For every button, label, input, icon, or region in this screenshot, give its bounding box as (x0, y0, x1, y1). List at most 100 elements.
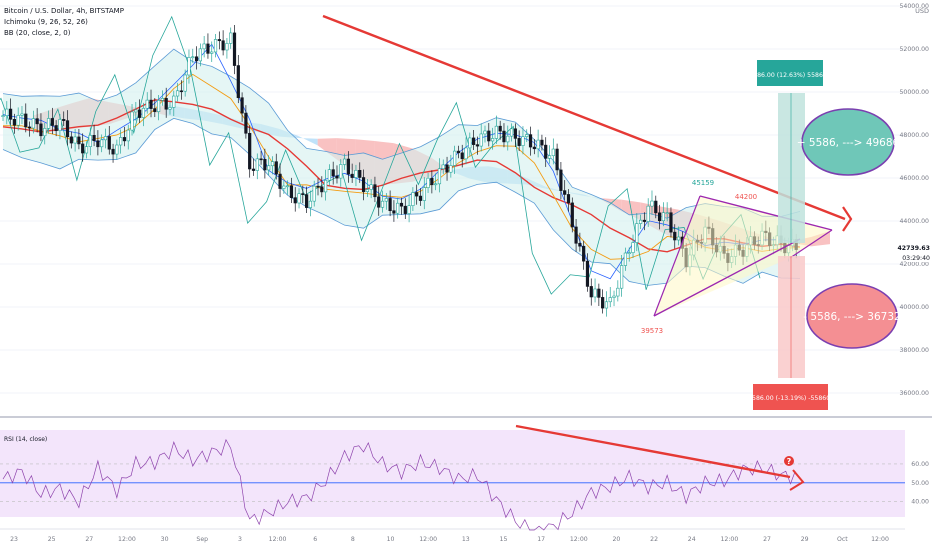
time-tick: 12:00 (118, 536, 136, 543)
candle-body (316, 185, 320, 188)
candle-body (5, 108, 9, 116)
price-tick: 46000.00 (899, 175, 929, 182)
candle-body (35, 118, 39, 125)
candle-body (464, 147, 468, 160)
candle-body (418, 195, 423, 201)
candle-body (263, 159, 267, 171)
rsi-trendline-arrow (789, 469, 805, 491)
time-tick: 12:00 (419, 536, 437, 543)
price-grid (0, 5, 905, 394)
candle-body (479, 133, 483, 147)
candle-body (627, 252, 631, 254)
candles (1, 24, 798, 317)
time-tick: 12:00 (269, 536, 287, 543)
candle-body (468, 137, 472, 149)
time-tick: 3 (238, 536, 242, 543)
candle-body (509, 128, 514, 137)
candle-body (225, 43, 229, 51)
candle-body (81, 143, 85, 154)
candle-body (601, 297, 605, 309)
price-tick: 38000.00 (899, 347, 929, 354)
candle-body (498, 125, 502, 132)
rsi-band (0, 430, 905, 517)
candle-body (282, 185, 286, 189)
candle-body (434, 183, 438, 186)
bull-target-ellipse[interactable] (801, 108, 895, 176)
time-tick: Sep (196, 536, 208, 543)
rsi-tick: 40.00 (911, 499, 929, 506)
candle-body (183, 74, 187, 92)
candle-body (346, 158, 350, 175)
candle-body (365, 189, 369, 192)
high2-label: 44200 (735, 193, 757, 201)
candle-body (255, 158, 259, 171)
candle-body (39, 123, 43, 137)
candle-body (612, 295, 616, 298)
trendline-arrow (842, 206, 853, 232)
candle-body (354, 169, 358, 178)
candle-body (551, 148, 555, 157)
candle-body (578, 242, 582, 247)
rsi-label: RSI (14, close) (4, 436, 47, 443)
candle-body (532, 146, 536, 150)
price-tick: 40000.00 (899, 304, 929, 311)
time-tick: 8 (351, 536, 355, 543)
candle-body (96, 140, 100, 148)
long-position-label-box[interactable] (757, 60, 823, 86)
question-marker (784, 456, 794, 466)
candle-body (50, 118, 54, 126)
candle-body (187, 57, 191, 76)
time-axis: 23 25 27 12:00 30 Sep 3 12:00 6 8 10 12:00 13 15 17 12:… (10, 536, 889, 543)
candle-body (164, 98, 168, 110)
candle-body (623, 252, 628, 266)
candle-body (369, 184, 373, 190)
candle-body (244, 112, 248, 134)
candle-body (213, 39, 218, 53)
candle-body (221, 40, 225, 51)
time-tick: Oct (837, 536, 848, 543)
short-position-zone[interactable] (778, 256, 805, 378)
candle-body (312, 185, 316, 202)
cloud-segment (298, 136, 318, 146)
long-position-zone[interactable] (778, 93, 805, 243)
price-tick: 50000.00 (899, 89, 929, 96)
time-tick: 29 (801, 536, 809, 543)
candle-body (308, 200, 313, 208)
candle-body (46, 118, 51, 129)
candle-body (384, 198, 388, 202)
candle-body (77, 136, 81, 145)
time-tick: 13 (462, 536, 470, 543)
candle-body (460, 152, 464, 160)
candle-body (179, 90, 183, 93)
candle-body (149, 99, 153, 109)
candle-body (589, 286, 593, 298)
candle-body (111, 148, 115, 155)
rsi-tick: 60.00 (911, 461, 929, 468)
candle-body (388, 198, 392, 212)
candle-body (559, 169, 563, 191)
candle-body (676, 236, 681, 241)
candle-body (58, 119, 62, 132)
price-tick: 42000.00 (899, 261, 929, 268)
candle-body (536, 139, 540, 150)
descending-trendline (322, 14, 846, 221)
triangle-lower (653, 238, 801, 317)
rsi-tick: 50.00 (911, 480, 929, 487)
candle-body (513, 128, 517, 139)
candle-body (1, 115, 5, 117)
short-position-label-box[interactable] (753, 384, 828, 410)
candle-body (604, 301, 609, 309)
candle-body (126, 129, 130, 142)
candle-body (31, 118, 35, 129)
time-tick: 23 (10, 536, 18, 543)
bear-target-ellipse[interactable] (806, 283, 898, 349)
price-tick: 48000.00 (899, 132, 929, 139)
candle-body (232, 32, 237, 66)
price-axis: USD 54000.00 52000.00 50000.00 48000.00 4600… (899, 3, 929, 397)
candle-body (335, 175, 339, 179)
candle-body (20, 113, 24, 116)
candle-body (635, 223, 639, 243)
candle-body (358, 169, 362, 178)
candle-body (259, 158, 263, 161)
